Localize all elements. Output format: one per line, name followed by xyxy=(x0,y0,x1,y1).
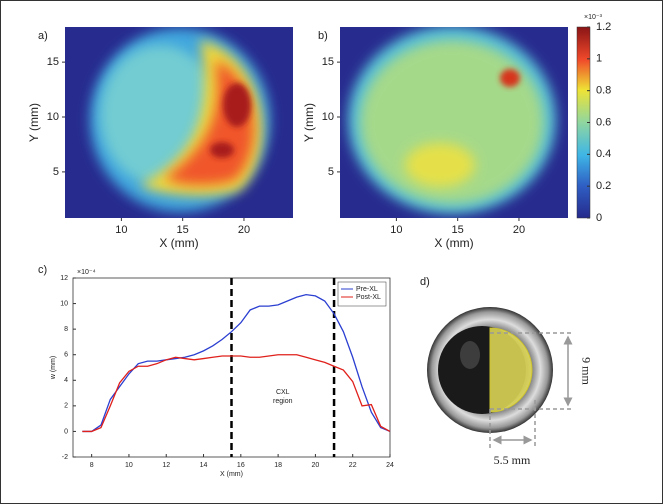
y-tick-label: 10 xyxy=(47,111,59,123)
y-axis-label: Y (mm) xyxy=(302,103,316,142)
data-line xyxy=(82,354,391,433)
x-axis-label: X (mm) xyxy=(220,471,243,478)
y-tick-label: 15 xyxy=(322,56,334,68)
x-axis-label: X (mm) xyxy=(434,236,473,250)
colorbar-tick-label: 1 xyxy=(596,53,602,65)
y-tick-label: 10 xyxy=(322,111,334,123)
x-tick-label: 10 xyxy=(115,224,127,236)
scale-label: ×10⁻⁴ xyxy=(77,269,96,276)
x-tick-label: 14 xyxy=(200,462,208,469)
x-tick-label: 15 xyxy=(177,224,189,236)
colorbar-tick-label: 0.6 xyxy=(596,116,611,128)
legend-label: Post-XL xyxy=(356,294,381,301)
colorbar-tick-label: 1.2 xyxy=(596,21,611,33)
x-tick-label: 10 xyxy=(390,224,402,236)
y-axis-label: w (mm) xyxy=(50,356,57,380)
x-tick-label: 24 xyxy=(386,462,394,469)
y-tick-label: 8 xyxy=(64,326,68,333)
y-tick-label: 10 xyxy=(60,300,68,307)
legend-label: Pre-XL xyxy=(356,286,378,293)
colorbar-tick-label: 0.2 xyxy=(596,180,611,192)
y-tick-label: 4 xyxy=(64,377,68,384)
x-tick-label: 20 xyxy=(238,224,250,236)
heatmap-image xyxy=(65,27,293,218)
y-tick-label: 0 xyxy=(64,428,68,435)
scale-label: ×10⁻³ xyxy=(584,14,603,21)
colorbar-tick-label: 0.8 xyxy=(596,85,611,97)
y-tick-label: 2 xyxy=(64,403,68,410)
x-tick-label: 18 xyxy=(274,462,282,469)
x-tick-label: 15 xyxy=(452,224,464,236)
data-line xyxy=(82,293,391,433)
panel-label: c) xyxy=(38,264,47,276)
y-axis-label: Y (mm) xyxy=(27,103,41,142)
heatmap-image xyxy=(340,27,568,218)
eye-photo xyxy=(427,307,573,448)
y-tick-label: 6 xyxy=(64,352,68,359)
x-tick-label: 20 xyxy=(513,224,525,236)
x-tick-label: 10 xyxy=(125,462,133,469)
dimension-label: 9 mm xyxy=(579,357,593,385)
x-tick-label: 12 xyxy=(162,462,170,469)
y-tick-label: -2 xyxy=(62,454,68,461)
panel-label: a) xyxy=(38,30,48,42)
annotation: CXL region xyxy=(273,389,293,405)
x-tick-label: 20 xyxy=(312,462,320,469)
panel-label: d) xyxy=(420,276,430,288)
panel-label: b) xyxy=(318,30,328,42)
x-tick-label: 22 xyxy=(349,462,357,469)
x-axis-label: X (mm) xyxy=(159,236,198,250)
legend xyxy=(337,281,387,307)
x-tick-label: 16 xyxy=(237,462,245,469)
dimension-label: 5.5 mm xyxy=(494,453,531,467)
x-tick-label: 8 xyxy=(90,462,94,469)
y-tick-label: 5 xyxy=(328,166,334,178)
y-tick-label: 15 xyxy=(47,56,59,68)
y-tick-label: 5 xyxy=(53,166,59,178)
colorbar-tick-label: 0 xyxy=(596,212,602,224)
colorbar-tick-label: 0.4 xyxy=(596,148,611,160)
y-tick-label: 12 xyxy=(60,275,68,282)
